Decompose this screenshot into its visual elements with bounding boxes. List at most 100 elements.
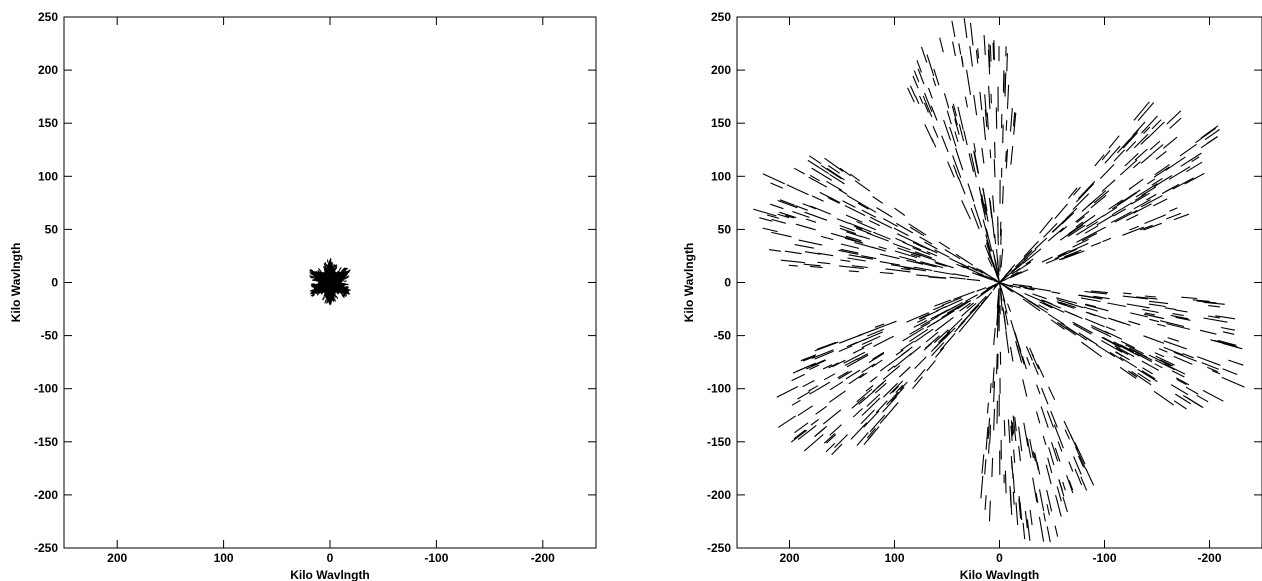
- uv-track-segment: [1012, 491, 1015, 505]
- uv-track-segment: [1047, 227, 1064, 242]
- uv-track-segment: [851, 396, 866, 409]
- uv-track-segment: [1125, 129, 1140, 145]
- uv-track-segment: [1140, 224, 1153, 231]
- uv-track-segment: [1005, 330, 1010, 354]
- uv-track-segment: [939, 333, 956, 351]
- uv-track-segment: [825, 442, 836, 453]
- uv-track-segment: [1029, 347, 1035, 358]
- uv-track-segment: [994, 234, 997, 245]
- uv-track-segment: [1140, 195, 1163, 208]
- uv-track-segment: [856, 388, 873, 403]
- uv-track-segment: [1029, 286, 1052, 292]
- uv-track-segment: [1040, 387, 1049, 405]
- uv-track-segment: [871, 246, 886, 252]
- uv-track-segment: [1056, 486, 1062, 502]
- uv-track-segment: [1080, 476, 1088, 491]
- uv-track-segment: [1064, 310, 1078, 317]
- uv-track-segment: [317, 267, 321, 272]
- uv-track-segment: [1217, 339, 1237, 346]
- uv-track-segment: [982, 219, 989, 237]
- uv-track-segment: [992, 42, 995, 60]
- uv-track-segment: [933, 68, 940, 86]
- uv-track-segment: [797, 405, 814, 417]
- uv-track-segment: [1157, 323, 1166, 327]
- uv-track-segment: [935, 316, 954, 332]
- uv-track-segment: [1148, 354, 1172, 367]
- uv-track-segment: [1040, 299, 1062, 309]
- uv-track-segment: [1220, 326, 1235, 331]
- uv-track-segment: [934, 261, 954, 269]
- uv-track-segment: [802, 380, 815, 388]
- uv-track-segment: [1123, 292, 1132, 295]
- uv-track-segment: [839, 224, 855, 232]
- uv-track-segment: [1015, 502, 1019, 526]
- uv-track-segment: [829, 424, 842, 436]
- uv-track-segment: [1080, 297, 1101, 303]
- uv-track-segment: [838, 345, 853, 353]
- uv-track-segment: [972, 304, 980, 312]
- uv-track-segment: [847, 257, 866, 262]
- uv-track-segment: [966, 302, 975, 309]
- uv-track-segment: [900, 346, 913, 356]
- uv-track-segment: [851, 265, 868, 269]
- uv-track-segment: [953, 290, 975, 300]
- uv-track-segment: [1050, 442, 1059, 462]
- uv-track-segment: [1169, 207, 1178, 212]
- uv-track-segment: [1056, 321, 1067, 330]
- uv-track-segment: [800, 354, 817, 362]
- uv-track-segment: [1081, 232, 1098, 242]
- uv-track-segment: [1066, 475, 1074, 494]
- uv-track-segment: [887, 365, 895, 372]
- uv-track-segment: [869, 414, 886, 433]
- uv-track-segment: [926, 319, 940, 328]
- uv-track-segment: [1144, 214, 1167, 225]
- uv-track-segment: [865, 384, 874, 392]
- uv-track-segment: [989, 383, 992, 394]
- uv-track-segment: [1196, 300, 1217, 304]
- uv-track-group: [309, 258, 351, 306]
- uv-track-segment: [1022, 379, 1028, 397]
- uv-track-segment: [1094, 154, 1105, 167]
- uv-track-segment: [926, 360, 936, 372]
- uv-track-segment: [1009, 489, 1013, 515]
- uv-track-segment: [848, 270, 859, 273]
- uv-track-segment: [1134, 193, 1147, 201]
- uv-track-segment: [323, 266, 326, 271]
- uv-track-segment: [886, 391, 899, 406]
- uv-track-segment: [803, 263, 821, 267]
- uv-track-segment: [1119, 345, 1140, 357]
- uv-track-segment: [987, 417, 991, 439]
- uv-track-segment: [909, 322, 931, 335]
- uv-track-segment: [1093, 190, 1110, 204]
- uv-track-segment: [1142, 367, 1153, 375]
- uv-track-segment: [1039, 301, 1053, 309]
- uv-track-segment: [1077, 180, 1096, 199]
- uv-track-segment: [777, 415, 797, 428]
- uv-track-segment: [861, 363, 876, 373]
- uv-track-segment: [770, 203, 784, 210]
- uv-track-segment: [993, 408, 996, 431]
- uv-track-segment: [1012, 415, 1017, 442]
- uv-track-segment: [875, 320, 897, 330]
- uv-track-segment: [1072, 193, 1090, 210]
- uv-track-segment: [1149, 314, 1164, 319]
- uv-track-segment: [1004, 310, 1009, 326]
- x-tick-label: -100: [424, 551, 448, 565]
- uv-track-segment: [1146, 178, 1156, 185]
- uv-track-segment: [1200, 125, 1219, 139]
- uv-track-segment: [779, 199, 795, 206]
- uv-track-segment: [1084, 318, 1105, 328]
- uv-track-segment: [1025, 346, 1033, 361]
- uv-track-segment: [1045, 257, 1060, 264]
- uv-track-segment: [1032, 451, 1036, 462]
- uv-track-segment: [987, 251, 993, 264]
- uv-track-segment: [771, 231, 792, 238]
- uv-track-segment: [1119, 356, 1138, 369]
- uv-track-segment: [845, 235, 862, 242]
- uv-track-segment: [868, 352, 885, 363]
- uv-track-segment: [1175, 393, 1192, 405]
- y-tick-label: 150: [38, 116, 58, 130]
- uv-track-segment: [1131, 192, 1150, 205]
- y-tick-label: -200: [34, 488, 58, 502]
- uv-track-segment: [933, 270, 954, 276]
